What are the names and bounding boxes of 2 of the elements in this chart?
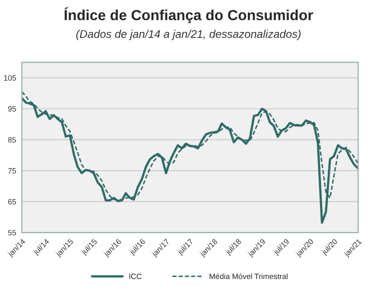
chart-title: Índice de Confiança do Consumidor <box>64 7 314 24</box>
chart-subtitle: (Dados de jan/14 a jan/21, dessazonalizados) <box>76 30 301 40</box>
